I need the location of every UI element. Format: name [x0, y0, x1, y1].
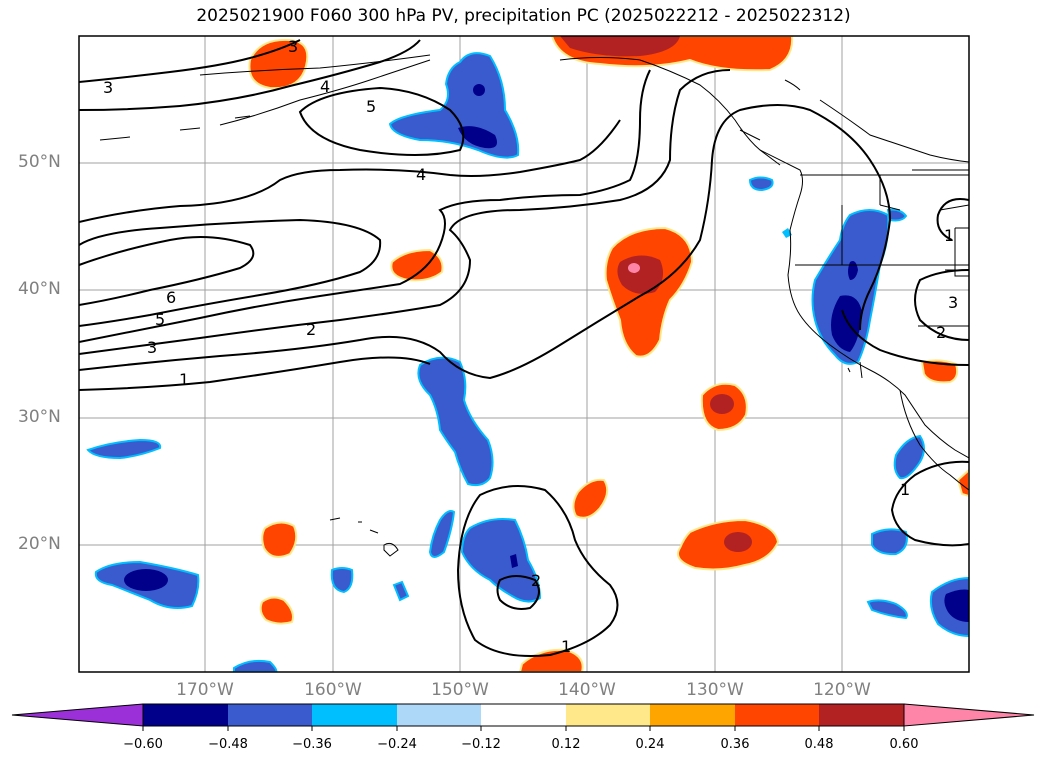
map-border	[78, 35, 970, 673]
precip-anomaly-fills	[86, 36, 969, 672]
map-title: 2025021900 F060 300 hPa PV, precipitatio…	[196, 6, 851, 26]
lon-label: 170°W	[176, 680, 234, 700]
colorbar-segment	[481, 704, 566, 726]
colorbar-tick-label: 0.60	[889, 737, 919, 752]
colorbar-tick-label: 0.24	[635, 737, 665, 752]
pv-contours	[79, 39, 969, 657]
lon-label: 150°W	[431, 680, 489, 700]
colorbar-tick-label: 0.36	[720, 737, 750, 752]
contour-label: 1	[561, 637, 571, 656]
colorbar-segment	[735, 704, 819, 726]
contour-label: 5	[366, 97, 376, 116]
lon-label: 120°W	[813, 680, 871, 700]
colorbar-segment	[143, 704, 228, 726]
colorbar-segment	[228, 704, 312, 726]
contour-label: 4	[416, 165, 426, 184]
lon-label: 130°W	[686, 680, 744, 700]
colorbar-tick-label: −0.12	[461, 737, 501, 752]
contour-label: 6	[166, 288, 176, 307]
map-content	[79, 36, 969, 672]
lat-label: 20°N	[18, 534, 61, 554]
colorbar-segment	[650, 704, 735, 726]
contour-label: 1	[179, 370, 189, 389]
lat-label: 40°N	[18, 279, 61, 299]
colorbar-segment	[312, 704, 397, 726]
contour-label: 2	[306, 320, 316, 339]
contour-label: 1	[944, 226, 954, 245]
contour-label: 2	[531, 571, 541, 590]
colorbar-tick-label: 0.48	[804, 737, 834, 752]
lon-label: 140°W	[558, 680, 616, 700]
contour-labels: 3 4 5 4 6 5 3 2 1 1 2 3 2 1 3 1	[103, 37, 958, 656]
contour-label: 3	[147, 338, 157, 357]
coastlines	[99, 54, 969, 557]
colorbar-segment	[566, 704, 650, 726]
colorbar-segment	[819, 704, 904, 726]
contour-label: 1	[900, 480, 910, 499]
lat-label: 30°N	[18, 407, 61, 427]
contour-label: 3	[103, 78, 113, 97]
colorbar-segment	[397, 704, 481, 726]
colorbar-tick-label: −0.48	[208, 737, 248, 752]
contour-label: 2	[936, 323, 946, 342]
lon-label: 160°W	[304, 680, 362, 700]
contour-label: 3	[288, 37, 298, 56]
colorbar-tick-label: −0.60	[123, 737, 163, 752]
colorbar-tick-label: −0.36	[292, 737, 332, 752]
colorbar-tick-label: 0.12	[551, 737, 581, 752]
contour-label: 5	[155, 310, 165, 329]
colorbar-tick-label: −0.24	[377, 737, 417, 752]
colorbar	[11, 703, 1035, 731]
lat-label: 50°N	[18, 152, 61, 172]
contour-label: 3	[948, 293, 958, 312]
contour-label: 4	[320, 77, 330, 96]
